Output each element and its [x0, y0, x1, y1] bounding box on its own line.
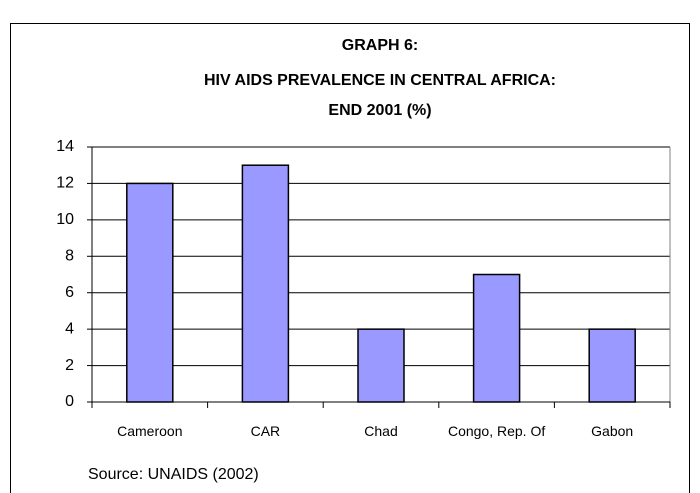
bar — [472, 273, 521, 403]
chart-title: HIV AIDS PREVALENCE IN CENTRAL AFRICA: — [204, 72, 556, 89]
bar — [126, 182, 174, 403]
x-tick-label: Chad — [364, 423, 398, 439]
y-tick-label: 8 — [65, 248, 74, 265]
y-tick-label: 12 — [56, 175, 74, 192]
chart-title: GRAPH 6: — [342, 37, 418, 54]
x-tick-label: Gabon — [591, 423, 634, 439]
chart-title: END 2001 (%) — [328, 102, 431, 119]
chart-frame — [10, 23, 690, 493]
y-tick-label: 10 — [56, 211, 74, 228]
bar — [588, 328, 636, 403]
source-note: Source: UNAIDS (2002) — [88, 466, 259, 483]
y-tick-label: 14 — [56, 138, 74, 155]
x-tick-label: Congo, Rep. Of — [447, 423, 546, 439]
y-tick-label: 4 — [65, 320, 74, 337]
y-tick-label: 2 — [65, 357, 74, 374]
x-tick-label: Cameroon — [117, 423, 183, 439]
bar — [241, 164, 290, 403]
bar — [357, 328, 405, 403]
x-tick-label: CAR — [250, 423, 281, 439]
y-tick-label: 6 — [65, 284, 74, 301]
y-tick-label: 0 — [65, 393, 74, 410]
